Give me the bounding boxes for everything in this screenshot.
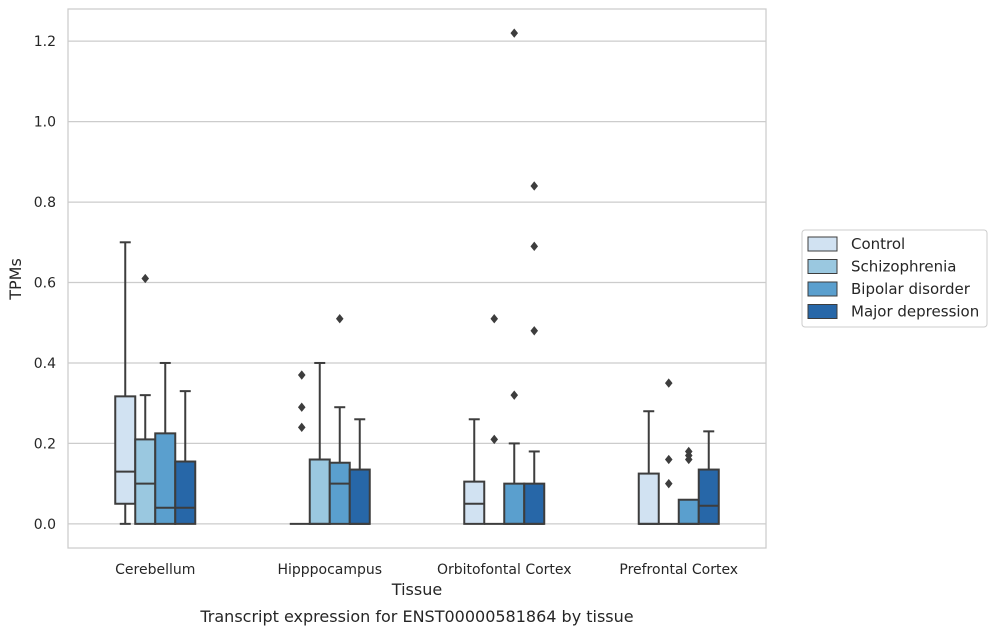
y-tick-labels: 0.0 0.2 0.4 0.6 0.8 1.0 1.2: [34, 34, 56, 533]
outlier-point: [297, 370, 306, 380]
outlier-point: [335, 314, 344, 324]
legend: Control Schizophrenia Bipolar disorder Majo…: [801, 229, 988, 328]
box-group: [308, 361, 331, 525]
box-iqr: [523, 482, 546, 525]
box-iqr: [114, 395, 137, 505]
box-group: [114, 241, 137, 525]
box-iqr: [697, 468, 720, 525]
legend-label: Bipolar disorder: [851, 280, 971, 298]
box-iqr: [174, 460, 197, 525]
box-iqr: [308, 458, 331, 525]
y-axis-title: TPMs: [6, 258, 25, 301]
outlier-point: [684, 446, 693, 457]
x-tick-label: Hipppocampus: [277, 562, 382, 578]
box-group: [174, 390, 197, 525]
plot-frame: [67, 8, 767, 549]
box-group: [658, 378, 679, 525]
legend-frame: [801, 229, 988, 328]
y-tick-label: 1.0: [34, 115, 56, 131]
outlier-point: [141, 273, 150, 284]
outlier-point: [664, 478, 673, 489]
box-iqr: [637, 472, 660, 525]
box-iqr: [503, 482, 526, 525]
box-iqr: [463, 480, 486, 525]
box-iqr: [154, 432, 177, 525]
box-group: [697, 430, 720, 525]
box-iqr: [134, 438, 157, 525]
x-tick-labels: Cerebellum Hipppocampus Orbitofontal Corte…: [115, 562, 738, 578]
x-tick-label: Orbitofontal Cortex: [437, 562, 572, 578]
box-group: [677, 446, 700, 525]
outlier-point: [664, 454, 673, 465]
y-tick-label: 0.4: [34, 356, 56, 372]
box-layer: [114, 28, 720, 525]
box-group: [154, 361, 177, 525]
box-group: [484, 314, 505, 525]
box-iqr: [348, 468, 371, 525]
x-tick-label: Prefrontal Cortex: [619, 562, 738, 578]
box-group: [637, 410, 660, 525]
outlier-point: [297, 402, 306, 412]
box-group: [523, 181, 546, 525]
box-group: [463, 418, 486, 525]
y-tick-label: 1.2: [34, 34, 56, 50]
x-axis-title: Tissue: [391, 580, 442, 599]
box-group: [503, 28, 526, 525]
y-tick-label: 0.6: [34, 276, 56, 292]
box-iqr: [328, 461, 351, 525]
legend-label: Control: [851, 235, 905, 253]
y-tick-label: 0.0: [34, 517, 56, 533]
extra-outliers: [297, 370, 306, 433]
outlier-point: [510, 390, 519, 400]
outlier-point: [664, 378, 673, 388]
legend-label: Schizophrenia: [851, 258, 956, 276]
outlier-point: [510, 28, 519, 38]
outlier-point: [490, 314, 499, 324]
outlier-point: [297, 422, 306, 433]
legend-swatch: [807, 236, 838, 252]
legend-swatch: [807, 259, 838, 274]
box-group: [134, 273, 157, 525]
box-iqr: [677, 498, 700, 525]
legend-swatch: [807, 281, 838, 297]
outlier-point: [530, 326, 539, 336]
outlier-point: [530, 241, 539, 251]
x-tick-label: Cerebellum: [115, 562, 195, 578]
legend-swatch: [807, 304, 838, 319]
legend-label: Major depression: [851, 303, 979, 321]
chart-caption: Transcript expression for ENST0000058186…: [199, 607, 633, 626]
y-tick-label: 0.8: [34, 195, 56, 211]
box-group: [328, 314, 351, 525]
outlier-point: [490, 434, 499, 445]
outlier-point: [530, 181, 539, 191]
box-group: [348, 418, 371, 525]
y-tick-label: 0.2: [34, 436, 56, 452]
